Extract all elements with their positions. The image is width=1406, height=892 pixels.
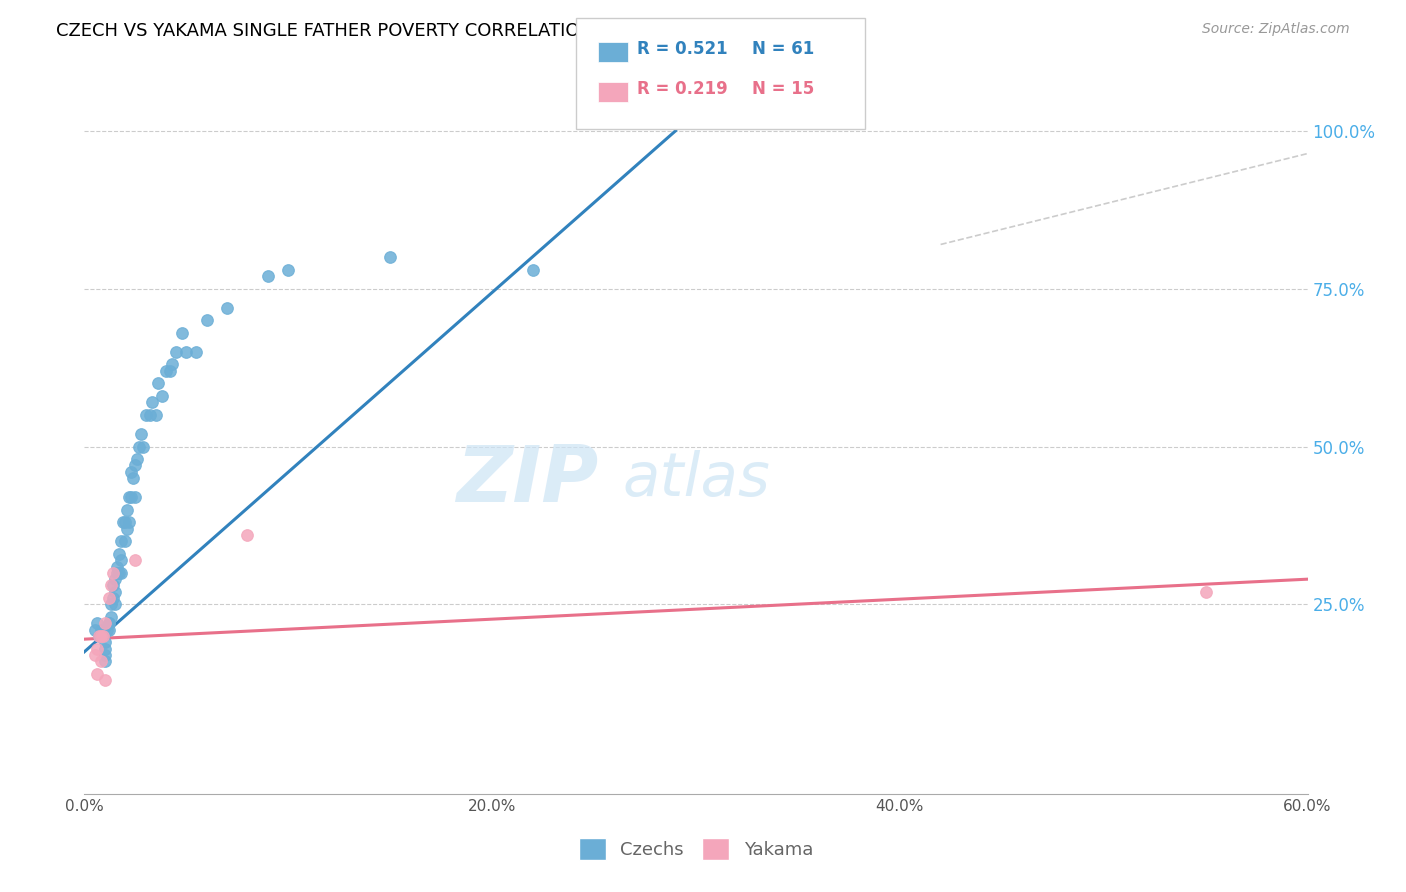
Point — [277, 262, 299, 277]
Point — [104, 572, 127, 586]
Point — [135, 408, 157, 422]
Point — [87, 629, 110, 643]
Point — [165, 344, 187, 359]
Point — [127, 452, 149, 467]
Point — [101, 578, 124, 592]
Point — [86, 666, 108, 681]
Point — [114, 534, 136, 549]
Text: N = 15: N = 15 — [752, 80, 814, 98]
Point — [83, 648, 105, 662]
Point — [1195, 584, 1218, 599]
Point — [90, 654, 112, 668]
Point — [100, 610, 122, 624]
Point — [86, 641, 108, 656]
Point — [86, 616, 108, 631]
Legend: Czechs, Yakama: Czechs, Yakama — [572, 830, 820, 867]
Point — [100, 598, 122, 612]
Point — [93, 673, 115, 688]
Point — [114, 516, 136, 530]
Point — [195, 313, 218, 327]
Point — [120, 465, 142, 479]
Point — [110, 566, 132, 580]
Text: ZIP: ZIP — [456, 442, 598, 518]
Point — [90, 623, 112, 637]
Point — [96, 623, 118, 637]
Point — [93, 654, 115, 668]
Point — [93, 648, 115, 662]
Point — [186, 344, 208, 359]
Point — [128, 440, 150, 454]
Point — [83, 623, 105, 637]
Point — [108, 566, 131, 580]
Text: CZECH VS YAKAMA SINGLE FATHER POVERTY CORRELATION CHART: CZECH VS YAKAMA SINGLE FATHER POVERTY CO… — [56, 22, 659, 40]
Point — [120, 490, 142, 504]
Point — [131, 426, 153, 441]
Point — [108, 547, 131, 561]
Point — [101, 566, 124, 580]
Point — [145, 408, 167, 422]
Text: R = 0.521: R = 0.521 — [637, 40, 727, 58]
Point — [105, 566, 128, 580]
Point — [105, 559, 128, 574]
Point — [172, 326, 194, 340]
Point — [87, 629, 110, 643]
Point — [115, 502, 138, 516]
Point — [217, 301, 239, 315]
Point — [97, 623, 120, 637]
Point — [104, 598, 127, 612]
Point — [93, 641, 115, 656]
Point — [160, 358, 183, 372]
Point — [122, 471, 145, 485]
Point — [118, 516, 141, 530]
Point — [141, 395, 163, 409]
Text: atlas: atlas — [623, 450, 770, 509]
Point — [97, 616, 120, 631]
Point — [90, 629, 112, 643]
Point — [112, 516, 135, 530]
Point — [97, 616, 120, 631]
Point — [97, 591, 120, 606]
Point — [100, 578, 122, 592]
Text: R = 0.219: R = 0.219 — [637, 80, 728, 98]
Point — [110, 553, 132, 567]
Point — [236, 528, 259, 542]
Point — [257, 268, 280, 283]
Text: Source: ZipAtlas.com: Source: ZipAtlas.com — [1202, 22, 1350, 37]
Point — [91, 629, 114, 643]
Text: N = 61: N = 61 — [752, 40, 814, 58]
Point — [155, 364, 177, 378]
Point — [132, 440, 155, 454]
Point — [104, 584, 127, 599]
Point — [150, 389, 173, 403]
Point — [110, 534, 132, 549]
Point — [115, 522, 138, 536]
Point — [101, 591, 124, 606]
Point — [138, 408, 160, 422]
Point — [118, 490, 141, 504]
Point — [124, 553, 146, 567]
Point — [124, 490, 146, 504]
Point — [146, 376, 169, 391]
Point — [93, 635, 115, 649]
Point — [124, 458, 146, 473]
Point — [93, 616, 115, 631]
Point — [174, 344, 197, 359]
Point — [380, 250, 402, 264]
Point — [159, 364, 181, 378]
Point — [522, 262, 544, 277]
